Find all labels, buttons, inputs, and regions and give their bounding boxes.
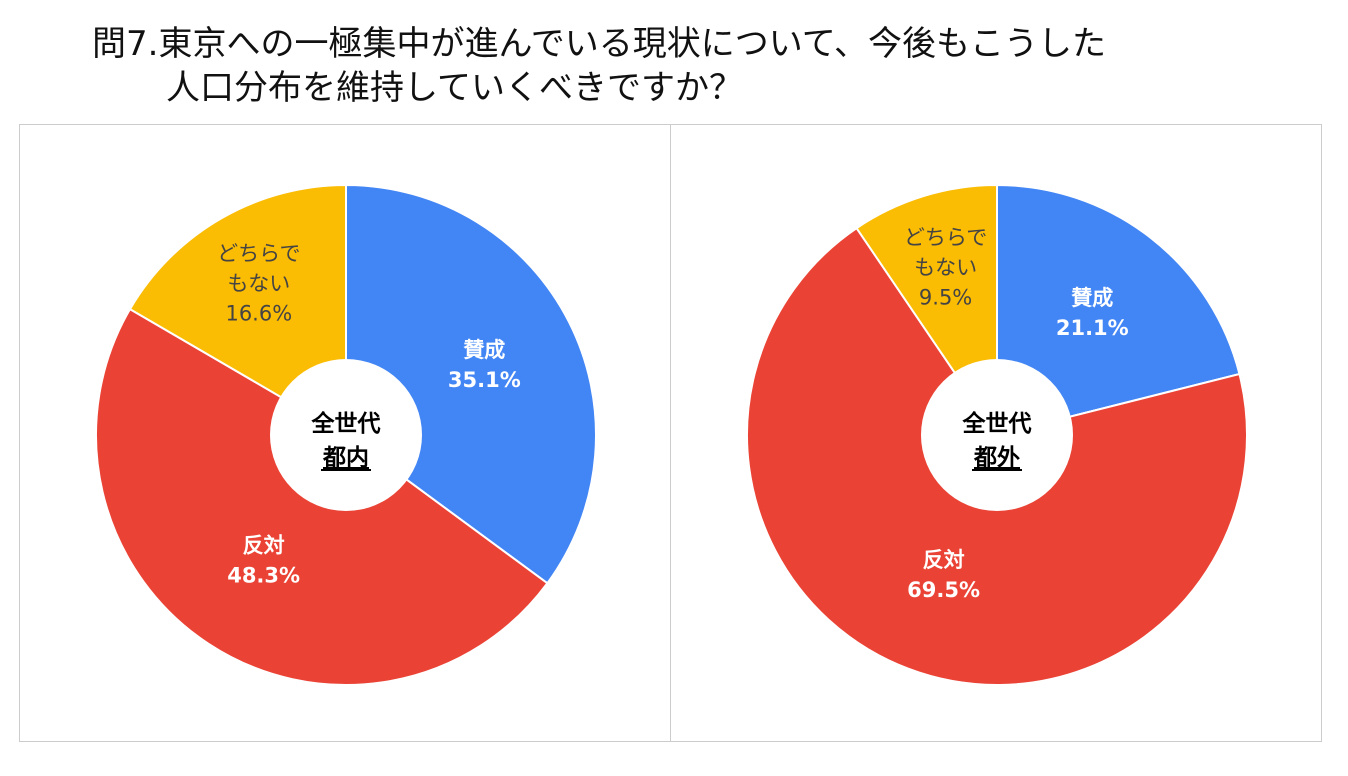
- slice-agree: [345, 183, 597, 585]
- center-hole: [921, 359, 1073, 511]
- chart-title: 問7.東京への一極集中が進んでいる現状について、今後もこうした 人口分布を維持し…: [92, 22, 1106, 110]
- slice-neither: [128, 183, 347, 437]
- slice-label-neither-name: もない: [227, 271, 290, 295]
- center-hole: [270, 359, 422, 511]
- slice-agree: [996, 183, 1241, 437]
- title-line-1: 問7.東京への一極集中が進んでいる現状について、今後もこうした: [92, 24, 1107, 64]
- slice-label-disagree-value: 48.3%: [227, 563, 300, 587]
- slice-label-neither-name: どちらで: [217, 241, 300, 265]
- slice-label-neither-value: 9.5%: [919, 286, 972, 310]
- title-line-2: 人口分布を維持していくべきですか？: [166, 68, 743, 108]
- chart-panel-outside-tokyo: 全世代都外 賛成 21.1% 反対 69.5% どちらでもない 9.5%: [670, 124, 1322, 742]
- slice-label-agree-name: 賛成: [463, 338, 505, 362]
- center-label-region: 都外: [973, 444, 1020, 471]
- slice-label-neither-value: 16.6%: [225, 301, 292, 325]
- slice-label-agree-value: 21.1%: [1056, 316, 1129, 340]
- center-label-region: 都内: [322, 445, 369, 471]
- center-label-generation: 全世代: [311, 410, 381, 437]
- slice-label-disagree-value: 69.5%: [907, 578, 980, 602]
- slice-label-agree-value: 35.1%: [448, 368, 521, 392]
- center-label-generation: 全世代: [962, 410, 1032, 437]
- slice-label-neither-name: どちらで: [904, 226, 987, 250]
- slice-label-neither-name: もない: [914, 256, 977, 280]
- slice-label-disagree-name: 反対: [243, 533, 285, 557]
- chart-panel-tokyo: 全世代都内 賛成 35.1% 反対 48.3% どちらでもない 16.6%: [19, 124, 671, 742]
- slice-label-agree-name: 賛成: [1071, 286, 1113, 310]
- slice-label-disagree-name: 反対: [923, 548, 965, 572]
